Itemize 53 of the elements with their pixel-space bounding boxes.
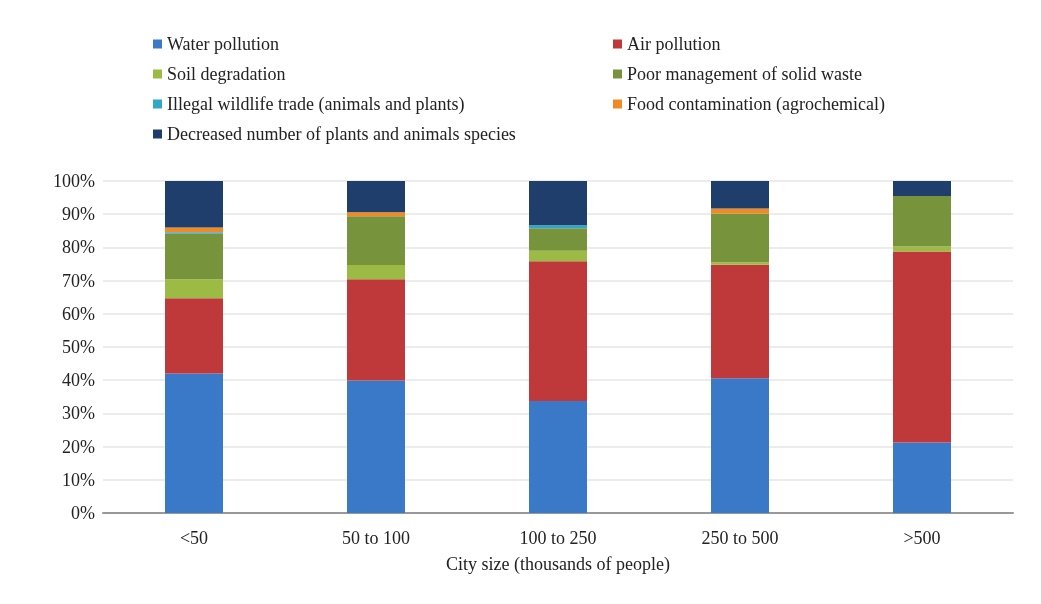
bar — [165, 181, 223, 228]
bar — [347, 380, 405, 513]
legend-label: Decreased number of plants and animals species — [167, 124, 516, 144]
y-tick-label: 20% — [62, 436, 95, 457]
bar — [711, 208, 769, 214]
x-axis-title: City size (thousands of people) — [446, 554, 670, 575]
bar — [529, 181, 587, 226]
y-tick-label: 90% — [62, 204, 95, 225]
legend-label: Water pollution — [167, 34, 280, 54]
bar — [347, 279, 405, 381]
y-tick-label: 0% — [71, 503, 95, 523]
bar — [711, 213, 769, 263]
bar — [347, 265, 405, 280]
bar — [165, 298, 223, 374]
bar — [711, 262, 769, 265]
bar — [711, 378, 769, 513]
y-tick-label: 50% — [62, 337, 95, 357]
bar — [165, 373, 223, 513]
bar — [347, 181, 405, 213]
bar — [529, 225, 587, 229]
x-tick-label: >500 — [903, 528, 941, 548]
y-tick-label: 40% — [62, 370, 95, 391]
bar — [529, 250, 587, 262]
bar — [347, 212, 405, 217]
bar — [711, 264, 769, 379]
x-tick-label: <50 — [179, 528, 209, 548]
legend-label: Air pollution — [627, 34, 721, 54]
bar — [893, 246, 951, 252]
bar — [893, 442, 951, 513]
bar — [711, 181, 769, 209]
y-tick-label: 10% — [62, 469, 95, 490]
bar — [529, 401, 587, 513]
bar — [165, 233, 223, 280]
bar — [893, 195, 951, 247]
y-tick-label: 100% — [53, 171, 95, 191]
y-tick-label: 60% — [62, 303, 95, 324]
bar — [165, 227, 223, 233]
legend-label: Food contamination (agrochemical) — [627, 94, 885, 115]
x-tick-label: 250 to 500 — [701, 528, 779, 548]
bar — [165, 279, 223, 299]
bar — [529, 261, 587, 402]
y-tick-label: 80% — [62, 237, 95, 258]
bar — [893, 251, 951, 443]
legend-label: Soil degradation — [167, 64, 286, 84]
bar — [347, 216, 405, 265]
bar — [893, 181, 951, 196]
legend-label: Illegal wildlife trade (animals and plants) — [167, 94, 465, 115]
y-tick-label: 70% — [62, 270, 95, 291]
legend-label: Poor management of solid waste — [627, 64, 862, 84]
x-tick-label: 100 to 250 — [519, 528, 597, 548]
bar — [529, 228, 587, 251]
x-tick-label: 50 to 100 — [341, 528, 411, 548]
y-tick-label: 30% — [62, 403, 95, 424]
